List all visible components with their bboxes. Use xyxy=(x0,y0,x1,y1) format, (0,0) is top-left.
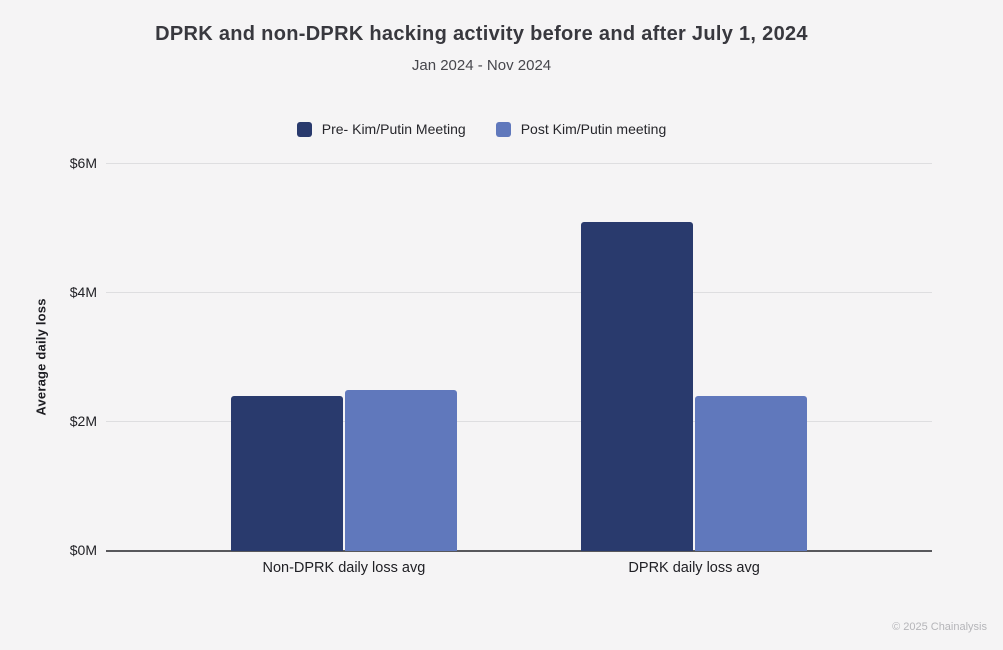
y-tick-label: $0M xyxy=(69,542,97,558)
legend-swatch xyxy=(296,121,312,137)
legend-swatch xyxy=(495,121,511,137)
legend-item[interactable]: Pre- Kim/Putin Meeting xyxy=(296,121,466,137)
y-tick-label: $4M xyxy=(69,284,97,300)
legend-label: Pre- Kim/Putin Meeting xyxy=(321,121,466,137)
footer-credit: © 2025 Chainalysis xyxy=(892,621,987,633)
bar-pre-kim-putin-meeting[interactable] xyxy=(230,396,343,551)
gridline xyxy=(106,163,932,164)
y-tick-label: $2M xyxy=(69,413,97,429)
x-tick-label: DPRK daily loss avg xyxy=(628,560,760,576)
gridline xyxy=(106,421,932,422)
bar-post-kim-putin-meeting[interactable] xyxy=(344,389,457,551)
bar-post-kim-putin-meeting[interactable] xyxy=(695,396,808,551)
x-tick-label: Non-DPRK daily loss avg xyxy=(262,560,426,576)
gridline xyxy=(106,292,932,293)
legend-item[interactable]: Post Kim/Putin meeting xyxy=(495,121,667,137)
bar-pre-kim-putin-meeting[interactable] xyxy=(581,222,694,551)
legend-label: Post Kim/Putin meeting xyxy=(520,121,667,137)
y-tick-label: $6M xyxy=(69,155,97,171)
chart-subtitle: Jan 2024 - Nov 2024 xyxy=(411,57,552,74)
plot-area xyxy=(106,163,932,552)
y-axis-title: Average daily loss xyxy=(33,298,49,416)
legend: Pre- Kim/Putin Meeting Post Kim/Putin mee… xyxy=(0,121,963,137)
x-axis-line xyxy=(106,550,932,552)
chart-title: DPRK and non-DPRK hacking activity befor… xyxy=(155,23,808,45)
